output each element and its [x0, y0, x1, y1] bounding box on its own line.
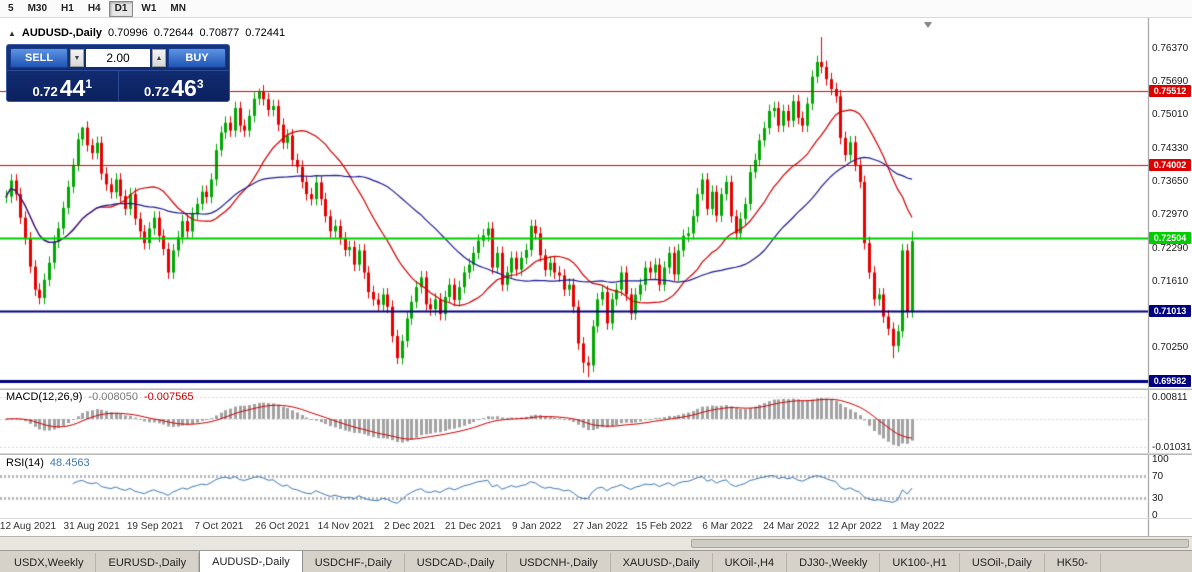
sell-price-base: 0.72 — [32, 84, 58, 99]
chart-tab-bar: USDX,Weekly EURUSD-,Daily AUDUSD-,Daily USD… — [0, 550, 1192, 572]
one-click-collapse-icon[interactable]: ▲ — [8, 28, 16, 38]
timeframe-button-mn[interactable]: MN — [170, 3, 186, 14]
chart-open-value: 0.70996 — [108, 27, 148, 39]
horizontal-scrollbar[interactable] — [0, 536, 1192, 550]
chart-tab-usdcad-daily[interactable]: USDCAD-,Daily — [405, 553, 508, 572]
chart-high-value: 0.72644 — [153, 27, 194, 39]
chart-low-value: 0.70877 — [199, 27, 240, 39]
timeframe-button-h4[interactable]: H4 — [87, 3, 101, 14]
chart-tab-uk100-h1[interactable]: UK100-,H1 — [880, 553, 960, 572]
chart-tab-usdx-weekly[interactable]: USDX,Weekly — [2, 553, 97, 572]
chart-tab-usdcnh-daily[interactable]: USDCNH-,Daily — [507, 553, 611, 572]
chart-tab-usoil-daily[interactable]: USOil-,Daily — [960, 553, 1045, 572]
macd-indicator-label: MACD(12,26,9) -0.008050 -0.007565 — [6, 391, 194, 403]
chart-canvas[interactable] — [0, 18, 1192, 536]
volume-decrease-button[interactable]: ▼ — [70, 49, 84, 67]
timeframe-button-d1[interactable]: D1 — [108, 0, 134, 17]
sell-button[interactable]: SELL — [10, 48, 68, 68]
buy-button[interactable]: BUY — [168, 48, 226, 68]
macd-main-value: -0.008050 — [88, 391, 138, 403]
buy-price-pips: 46 — [171, 75, 197, 101]
chart-tab-usdchf-daily[interactable]: USDCHF-,Daily — [303, 553, 405, 572]
pane-separator-main-macd[interactable] — [0, 388, 1192, 390]
timeframe-button-m30[interactable]: M30 — [27, 3, 48, 14]
volume-input[interactable]: 2.00 — [86, 49, 150, 67]
macd-signal-value: -0.007565 — [143, 391, 194, 403]
timeframe-toolbar: 5 M30 H1 H4 D1 W1 MN — [0, 0, 1192, 18]
sell-price-display[interactable]: 0.72 44 1 — [7, 71, 118, 102]
chart-tab-ukoil-h4[interactable]: UKOil-,H4 — [713, 553, 788, 572]
chart-symbol-label: AUDUSD-,Daily — [21, 27, 102, 39]
chart-tab-dj30-weekly[interactable]: DJ30-,Weekly — [787, 553, 881, 572]
timeframe-button-w1[interactable]: W1 — [141, 3, 157, 14]
pane-separator-macd-rsi[interactable] — [0, 453, 1192, 455]
sell-price-pips: 44 — [59, 75, 86, 101]
timeframe-button-5[interactable]: 5 — [8, 3, 14, 14]
chart-close-value: 0.72441 — [245, 27, 286, 39]
timeframe-button-h1[interactable]: H1 — [61, 3, 74, 14]
horizontal-scrollbar-thumb[interactable] — [691, 539, 1189, 548]
macd-name: MACD(12,26,9) — [6, 391, 83, 403]
one-click-trading-panel: SELL ▼ 2.00 ▲ BUY 0.72 44 1 0.72 46 3 — [6, 44, 230, 102]
chart-tab-hk50[interactable]: HK50- — [1045, 553, 1101, 572]
pane-separator-rsi-dates — [0, 518, 1192, 519]
buy-price-display[interactable]: 0.72 46 3 — [119, 71, 230, 102]
buy-price-point: 3 — [196, 77, 204, 91]
rsi-name: RSI(14) — [6, 457, 44, 469]
rsi-indicator-label: RSI(14) 48.4563 — [6, 457, 90, 469]
volume-increase-button[interactable]: ▲ — [152, 49, 166, 67]
buy-price-base: 0.72 — [143, 84, 170, 99]
trade-panel-divider — [117, 71, 119, 102]
sell-price-point: 1 — [85, 77, 93, 91]
chart-title: ▲ AUDUSD-,Daily 0.70996 0.72644 0.70877 … — [8, 27, 285, 39]
chart-tab-audusd-daily[interactable]: AUDUSD-,Daily — [199, 551, 303, 572]
chart-tab-xauusd-daily[interactable]: XAUUSD-,Daily — [611, 553, 713, 572]
chart-tab-eurusd-daily[interactable]: EURUSD-,Daily — [96, 553, 200, 572]
rsi-value: 48.4563 — [49, 457, 90, 469]
